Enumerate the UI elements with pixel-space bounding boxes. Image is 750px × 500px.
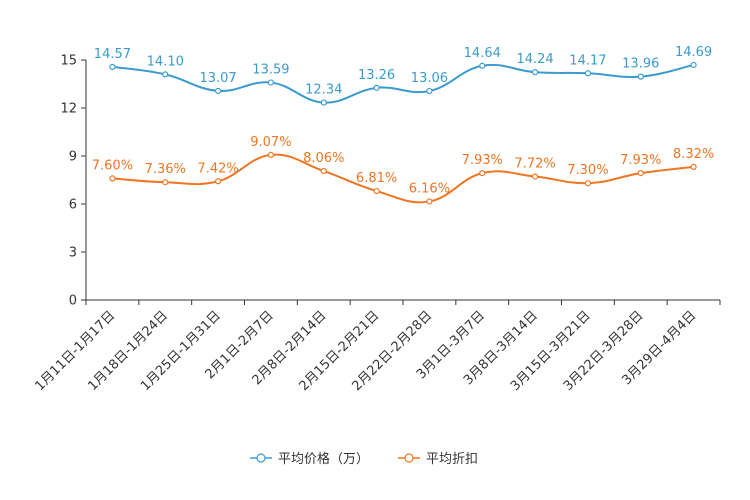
data-label: 13.06	[411, 71, 448, 86]
data-point[interactable]	[531, 69, 539, 76]
data-label: 8.06%	[303, 151, 344, 166]
legend-marker-icon	[404, 453, 414, 463]
data-point[interactable]	[426, 198, 433, 205]
data-label: 7.93%	[462, 153, 503, 168]
data-point[interactable]	[320, 167, 327, 175]
series-line-0	[112, 63, 694, 104]
y-tick-label: 3	[69, 246, 77, 261]
series-points	[109, 61, 697, 205]
series-data-labels: 14.57 14.10 13.07 13.59 12.34 13.26 13.06 14.64…	[92, 45, 714, 196]
data-point[interactable]	[584, 180, 592, 187]
data-point[interactable]	[373, 187, 380, 195]
data-point[interactable]	[637, 73, 644, 80]
data-label: 7.42%	[197, 161, 238, 176]
data-label: 7.93%	[620, 153, 661, 168]
data-point[interactable]	[426, 87, 433, 95]
chart-axes	[81, 59, 721, 305]
data-label: 6.16%	[409, 181, 450, 196]
data-label: 14.69	[675, 45, 712, 60]
data-point[interactable]	[320, 99, 327, 106]
y-tick-label: 9	[69, 150, 77, 165]
data-label: 7.30%	[567, 163, 608, 178]
data-label: 14.24	[516, 52, 553, 67]
data-label: 7.36%	[145, 162, 186, 177]
data-label: 9.07%	[250, 135, 291, 150]
data-point[interactable]	[479, 170, 486, 177]
data-point[interactable]	[479, 62, 486, 69]
data-label: 13.59	[252, 63, 289, 78]
data-point[interactable]	[531, 173, 539, 180]
y-axis-tick-labels: 0 3 6 9 12 15	[60, 54, 77, 309]
data-point[interactable]	[214, 87, 222, 94]
data-label: 8.32%	[673, 147, 714, 162]
data-point[interactable]	[109, 175, 116, 182]
data-label: 13.07	[199, 71, 236, 86]
data-label: 14.17	[569, 53, 606, 68]
legend-item-1[interactable]: 平均折扣	[398, 452, 478, 467]
data-label: 14.10	[147, 54, 184, 69]
data-point[interactable]	[690, 163, 697, 170]
data-point[interactable]	[162, 179, 169, 186]
data-label: 14.57	[94, 47, 131, 62]
data-point[interactable]	[584, 70, 592, 77]
data-point[interactable]	[162, 71, 169, 78]
data-label: 7.72%	[514, 156, 555, 171]
chart-legend[interactable]: 平均价格（万） 平均折扣	[250, 451, 478, 467]
data-point[interactable]	[690, 61, 697, 69]
y-tick-label: 15	[60, 54, 77, 69]
data-point[interactable]	[267, 79, 275, 86]
data-point[interactable]	[214, 178, 222, 185]
data-label: 7.60%	[92, 158, 133, 173]
data-label: 13.26	[358, 68, 395, 83]
legend-item-0[interactable]: 平均价格（万）	[250, 451, 369, 467]
legend-label: 平均价格（万）	[278, 451, 369, 467]
legend-marker-icon	[256, 453, 266, 463]
x-axis-tick-labels: 1月11日-1月17日1月18日-1月24日1月25日-1月31日2月1日-2月…	[32, 308, 699, 394]
y-tick-label: 6	[69, 198, 77, 213]
data-point[interactable]	[267, 151, 275, 158]
data-label: 14.64	[464, 46, 501, 61]
data-point[interactable]	[109, 63, 116, 70]
y-tick-label: 12	[60, 102, 77, 117]
legend-label: 平均折扣	[426, 452, 478, 467]
data-label: 6.81%	[356, 171, 397, 186]
y-tick-label: 0	[69, 294, 77, 309]
data-point[interactable]	[637, 170, 644, 177]
data-label: 12.34	[305, 83, 342, 98]
data-point[interactable]	[373, 84, 380, 91]
data-label: 13.96	[622, 57, 659, 72]
